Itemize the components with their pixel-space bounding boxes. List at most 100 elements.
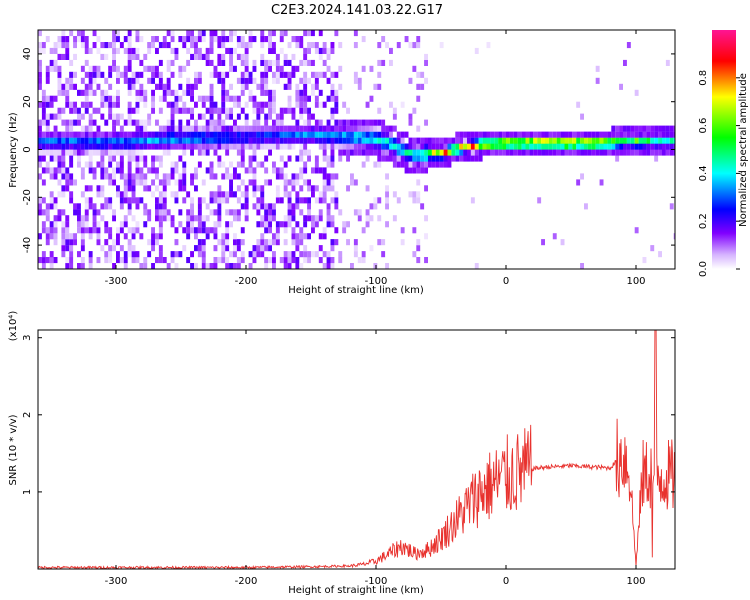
spectrogram-cell	[385, 197, 389, 204]
spectrogram-cell	[112, 125, 116, 132]
spectrogram-cell	[178, 83, 183, 90]
spectrogram-cell	[369, 119, 374, 126]
spectrogram-cell	[287, 263, 292, 269]
spectrogram-cell	[38, 47, 42, 54]
spectrogram-cell	[233, 245, 237, 252]
spectrogram-cell	[84, 161, 89, 168]
spectrogram-cell	[38, 155, 42, 162]
spectrogram-cell	[416, 149, 421, 156]
spectrogram-cell	[334, 71, 339, 78]
spectrogram-cell	[151, 77, 155, 84]
spectrogram-cell	[611, 137, 616, 144]
spectrogram-cell	[182, 36, 187, 43]
y-tick-label: -20	[22, 189, 33, 205]
spectrogram-cell	[49, 167, 54, 174]
spectrogram-cell	[229, 221, 233, 228]
spectrogram-cell	[65, 185, 70, 192]
spectrogram-cell	[264, 155, 269, 162]
spectrogram-cell	[41, 137, 46, 144]
spectrogram-cell	[260, 30, 265, 37]
spectrogram-cell	[365, 119, 370, 126]
spectrogram-cell	[381, 155, 386, 162]
spectrogram-cell	[513, 149, 518, 156]
spectrogram-cell	[112, 131, 116, 138]
spectrogram-cell	[112, 113, 116, 120]
spectrogram-cell	[233, 143, 237, 150]
spectrogram-cell	[53, 95, 58, 102]
spectrogram-cell	[307, 119, 311, 126]
spectrogram-cell	[658, 131, 662, 138]
spectrogram-cell	[197, 30, 202, 37]
spectrogram-cell	[350, 137, 354, 144]
spectrogram-cell	[100, 101, 105, 108]
spectrogram-cell	[353, 137, 358, 144]
spectrogram-cell	[295, 137, 300, 144]
spectrogram-cell	[502, 149, 506, 156]
spectrogram-cell	[53, 203, 58, 210]
spectrogram-cell	[108, 197, 113, 204]
spectrogram-cell	[326, 251, 331, 258]
spectrogram-cell	[326, 53, 331, 60]
spectrogram-cell	[420, 155, 425, 162]
spectrogram-cell	[131, 227, 136, 234]
spectrogram-cell	[279, 119, 284, 126]
spectrogram-cell	[233, 65, 237, 72]
spectrogram-cell	[264, 239, 269, 246]
spectrogram-cell	[311, 221, 315, 228]
spectrogram-cell	[131, 83, 136, 90]
spectrogram-cell	[209, 36, 214, 43]
spectrogram-cell	[513, 131, 518, 138]
spectrogram-cell	[38, 119, 42, 126]
spectrogram-cell	[264, 203, 269, 210]
spectrogram-cell	[194, 119, 198, 126]
spectrogram-cell	[248, 155, 253, 162]
spectrogram-cell	[673, 131, 675, 138]
spectrogram-cell	[365, 137, 370, 144]
spectrogram-cell	[174, 167, 179, 174]
spectrogram-cell	[357, 149, 362, 156]
spectrogram-cell	[213, 125, 218, 132]
spectrogram-cell	[646, 149, 651, 156]
spectrogram-cell	[80, 215, 85, 222]
spectrogram-cell	[174, 107, 179, 114]
spectrogram-cell	[303, 197, 308, 204]
spectrogram-cell	[92, 131, 97, 138]
spectrogram-cell	[143, 125, 148, 132]
spectrogram-cell	[474, 155, 479, 162]
spectrogram-cell	[201, 53, 206, 60]
spectrogram-cell	[236, 101, 241, 108]
spectrogram-cell	[248, 263, 253, 269]
spectrogram-cell	[400, 101, 405, 108]
spectrogram-cell	[108, 71, 113, 78]
spectrogram-cell	[104, 203, 109, 210]
spectrogram-cell	[233, 233, 237, 240]
snr-y-label: SNR (10 * v/v)	[8, 414, 19, 485]
spectrogram-cell	[322, 155, 327, 162]
spectrogram-cell	[260, 137, 265, 144]
spectrogram-cell	[268, 42, 272, 49]
spectrogram-cell	[381, 36, 386, 43]
spectrogram-cell	[334, 173, 339, 180]
spectrogram-cell	[158, 257, 163, 264]
spectrogram-cell	[357, 119, 362, 126]
spectrogram-cell	[389, 131, 393, 138]
spectrogram-cell	[96, 227, 101, 234]
spectrogram-cell	[77, 107, 81, 114]
spectrogram-cell	[49, 143, 54, 150]
spectrogram-cell	[299, 89, 304, 96]
spectrogram-cell	[178, 179, 183, 186]
spectrogram-cell	[392, 215, 397, 222]
spectrogram-cell	[350, 179, 354, 186]
spectrogram-cell	[334, 119, 339, 126]
spectrogram-cell	[400, 161, 405, 168]
y-tick-label: 20	[22, 95, 33, 108]
spectrogram-cell	[229, 263, 233, 269]
spectrogram-cell	[268, 221, 272, 228]
spectrogram-cell	[494, 143, 499, 150]
spectrogram-cell	[108, 83, 113, 90]
spectrogram-cell	[330, 185, 335, 192]
spectrogram-cell	[256, 245, 261, 252]
spectrogram-cell	[158, 215, 163, 222]
spectrogram-cell	[264, 179, 269, 186]
spectrogram-cell	[41, 167, 46, 174]
